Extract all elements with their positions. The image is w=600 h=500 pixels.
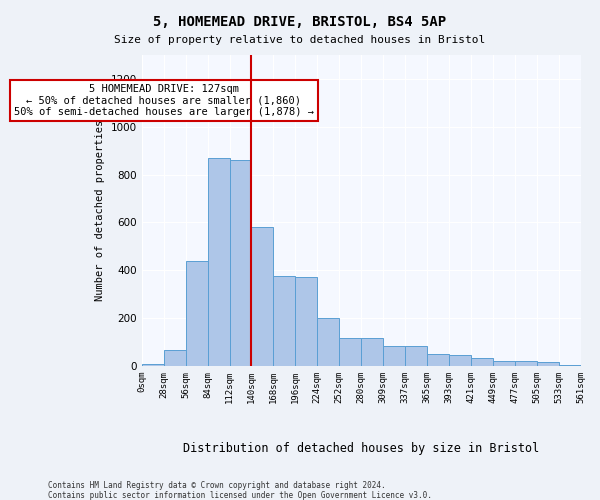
Bar — [208, 158, 229, 366]
Bar — [251, 227, 274, 366]
X-axis label: Distribution of detached houses by size in Bristol: Distribution of detached houses by size … — [183, 442, 539, 455]
Text: 5, HOMEMEAD DRIVE, BRISTOL, BS4 5AP: 5, HOMEMEAD DRIVE, BRISTOL, BS4 5AP — [154, 15, 446, 29]
Bar — [515, 361, 536, 366]
Bar — [405, 346, 427, 366]
Bar — [449, 355, 471, 366]
Bar — [274, 276, 295, 366]
Bar — [383, 346, 405, 366]
Bar — [142, 364, 164, 366]
Bar — [164, 350, 185, 366]
Text: 5 HOMEMEAD DRIVE: 127sqm
← 50% of detached houses are smaller (1,860)
50% of sem: 5 HOMEMEAD DRIVE: 127sqm ← 50% of detach… — [14, 84, 314, 117]
Text: Contains HM Land Registry data © Crown copyright and database right 2024.: Contains HM Land Registry data © Crown c… — [48, 481, 386, 490]
Bar — [559, 365, 581, 366]
Text: Size of property relative to detached houses in Bristol: Size of property relative to detached ho… — [115, 35, 485, 45]
Bar — [229, 160, 251, 366]
Bar — [295, 278, 317, 366]
Bar — [339, 338, 361, 366]
Bar — [493, 361, 515, 366]
Bar — [427, 354, 449, 366]
Y-axis label: Number of detached properties: Number of detached properties — [95, 120, 105, 301]
Bar — [361, 338, 383, 366]
Bar — [185, 260, 208, 366]
Bar — [471, 358, 493, 366]
Text: Contains public sector information licensed under the Open Government Licence v3: Contains public sector information licen… — [48, 491, 432, 500]
Bar — [536, 362, 559, 366]
Bar — [317, 318, 339, 366]
